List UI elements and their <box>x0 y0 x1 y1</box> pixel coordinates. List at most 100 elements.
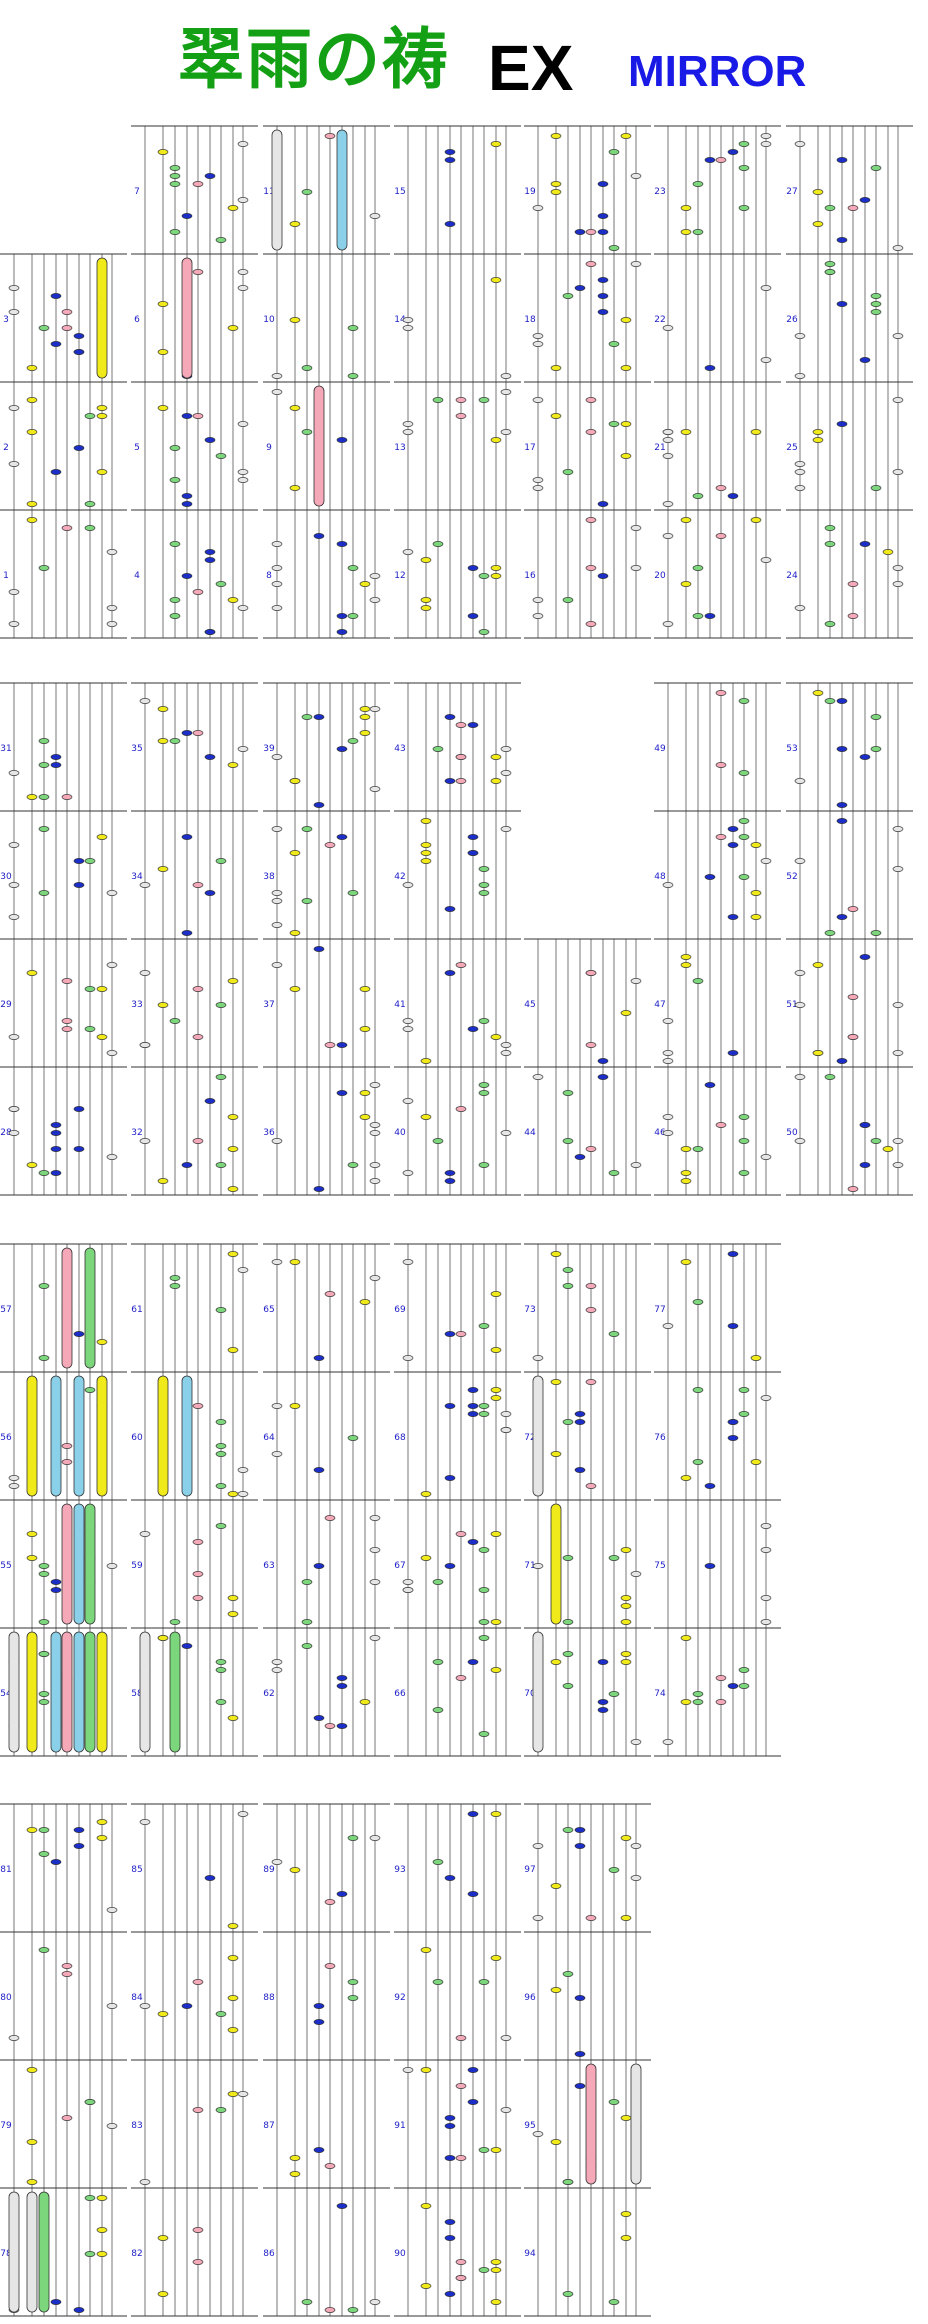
note <box>336 1891 348 1897</box>
note <box>597 1074 609 1080</box>
note <box>96 2195 108 2201</box>
note <box>608 2099 620 2105</box>
long-note <box>169 1631 181 1753</box>
note <box>26 397 38 403</box>
note <box>467 722 479 728</box>
note <box>727 1683 739 1689</box>
note <box>620 1619 632 1625</box>
note <box>402 429 414 435</box>
note <box>215 1667 227 1673</box>
note <box>106 1050 118 1056</box>
long-note <box>38 2191 50 2313</box>
note <box>467 565 479 571</box>
note <box>562 1090 574 1096</box>
note <box>204 1875 216 1881</box>
note <box>620 1603 632 1609</box>
note <box>597 213 609 219</box>
note <box>444 2115 456 2121</box>
note <box>50 1587 62 1593</box>
note <box>715 1699 727 1705</box>
note <box>467 1891 479 1897</box>
note <box>38 1699 50 1705</box>
note <box>620 1659 632 1665</box>
note <box>313 2147 325 2153</box>
note <box>550 1451 562 1457</box>
note <box>562 1419 574 1425</box>
note <box>169 229 181 235</box>
note <box>8 1130 20 1136</box>
note <box>585 1146 597 1152</box>
note <box>359 1090 371 1096</box>
note <box>794 778 806 784</box>
note <box>313 2019 325 2025</box>
note <box>139 970 151 976</box>
measure-number: 20 <box>654 571 666 581</box>
note <box>574 1419 586 1425</box>
note <box>106 2003 118 2009</box>
note <box>836 157 848 163</box>
note <box>680 1699 692 1705</box>
note <box>181 730 193 736</box>
measure-number: 27 <box>786 187 797 197</box>
note <box>750 914 762 920</box>
note <box>585 970 597 976</box>
note <box>892 1050 904 1056</box>
note <box>597 1659 609 1665</box>
note <box>271 373 283 379</box>
note <box>181 413 193 419</box>
measure-number: 28 <box>0 1128 12 1138</box>
note <box>369 2299 381 2305</box>
note <box>444 157 456 163</box>
note <box>38 1691 50 1697</box>
note <box>478 1082 490 1088</box>
note <box>444 1170 456 1176</box>
note <box>301 1643 313 1649</box>
note <box>38 325 50 331</box>
note <box>444 906 456 912</box>
note <box>478 1411 490 1417</box>
note <box>824 541 836 547</box>
note <box>204 1098 216 1104</box>
note <box>192 1571 204 1577</box>
note <box>347 738 359 744</box>
note <box>478 1619 490 1625</box>
note <box>620 2211 632 2217</box>
note <box>359 1299 371 1305</box>
note <box>369 1515 381 1521</box>
long-note <box>61 1503 73 1625</box>
note <box>836 802 848 808</box>
note <box>169 445 181 451</box>
note <box>444 778 456 784</box>
measure-number: 44 <box>524 1128 536 1138</box>
note <box>490 2147 502 2153</box>
note <box>227 1715 239 1721</box>
note <box>455 2259 467 2265</box>
note <box>169 173 181 179</box>
note <box>237 469 249 475</box>
note <box>237 1467 249 1473</box>
note <box>550 1379 562 1385</box>
note <box>620 1915 632 1921</box>
note <box>574 229 586 235</box>
note <box>157 405 169 411</box>
note <box>585 261 597 267</box>
measure-number: 38 <box>263 872 275 882</box>
note <box>336 834 348 840</box>
note <box>444 2291 456 2297</box>
note <box>794 485 806 491</box>
long-note <box>181 257 193 379</box>
note <box>227 597 239 603</box>
note <box>26 517 38 523</box>
note <box>96 1034 108 1040</box>
note <box>73 2307 85 2313</box>
note <box>574 1843 586 1849</box>
note <box>420 557 432 563</box>
note <box>192 413 204 419</box>
note <box>420 2283 432 2289</box>
note <box>562 1651 574 1657</box>
note <box>750 842 762 848</box>
note <box>715 1675 727 1681</box>
note <box>402 1587 414 1593</box>
note <box>662 429 674 435</box>
note <box>84 1026 96 1032</box>
